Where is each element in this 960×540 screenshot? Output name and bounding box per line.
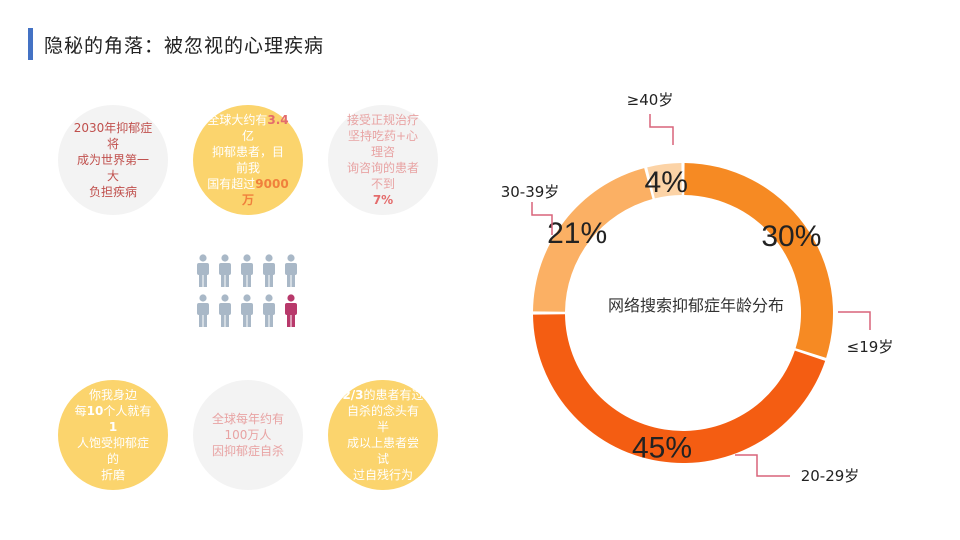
leader-line (735, 454, 790, 477)
stat-text: 全球大约有3.4亿 抑郁患者，目前我 国有超过9000万 (207, 113, 289, 207)
slice-value-label: 45% (632, 431, 692, 464)
title-accent-bar (28, 28, 33, 60)
person-icon (196, 294, 210, 328)
stat-circle-one-in-ten: 你我身边 每10个人就有1 人饱受抑郁症的 折磨 (58, 380, 168, 490)
person-icon (284, 294, 298, 328)
person-icon (262, 294, 276, 328)
slice-category-label: ≥40岁 (627, 91, 674, 109)
person-icon (284, 254, 298, 288)
stat-text: 接受正规治疗 坚持吃药+心理咨 询咨询的患者不到 7% (346, 113, 419, 207)
donut-slice (647, 163, 682, 199)
slice-category-label: 30-39岁 (501, 183, 560, 201)
stat-circle-2030: 2030年抑郁症将 成为世界第一大 负担疾病 (58, 105, 168, 215)
person-icon (262, 254, 276, 288)
slice-value-label: 30% (761, 220, 821, 253)
person-icon (218, 254, 232, 288)
slice-category-label: 20-29岁 (801, 467, 860, 485)
stat-text: 你我身边 每10个人就有1 人饱受抑郁症的 折磨 (74, 388, 152, 482)
donut-slice (533, 168, 653, 312)
stat-circle-self-harm: 2/3的患者有过 自杀的念头有半 成以上患者尝试 过自残行为 (328, 380, 438, 490)
stat-circle-treatment: 接受正规治疗 坚持吃药+心理咨 询咨询的患者不到 7% (328, 105, 438, 215)
chart-title: 网络搜索抑郁症年龄分布 (608, 296, 784, 315)
stat-circle-suicide: 全球每年约有 100万人 因抑郁症自杀 (193, 380, 303, 490)
leader-line (649, 114, 674, 145)
donut-slice (684, 163, 834, 358)
slice-category-label: ≤19岁 (847, 338, 894, 356)
person-icon (196, 254, 210, 288)
stat-text: 2/3的患者有过 自杀的念头有半 成以上患者尝试 过自残行为 (342, 388, 424, 482)
slice-value-label: 4% (645, 166, 688, 199)
donut-slice (533, 314, 826, 464)
page-title: 隐秘的角落：被忽视的心理疾病 (44, 35, 325, 57)
leader-line (838, 311, 871, 330)
stat-circle-global-patients: 全球大约有3.4亿 抑郁患者，目前我 国有超过9000万 (193, 105, 303, 215)
person-icon (218, 294, 232, 328)
slice-value-label: 21% (547, 217, 607, 250)
stat-text: 2030年抑郁症将 成为世界第一大 负担疾病 (73, 121, 153, 199)
leader-line (531, 202, 553, 235)
person-icon (240, 294, 254, 328)
person-icon (240, 254, 254, 288)
stat-text: 全球每年约有 100万人 因抑郁症自杀 (211, 412, 284, 458)
